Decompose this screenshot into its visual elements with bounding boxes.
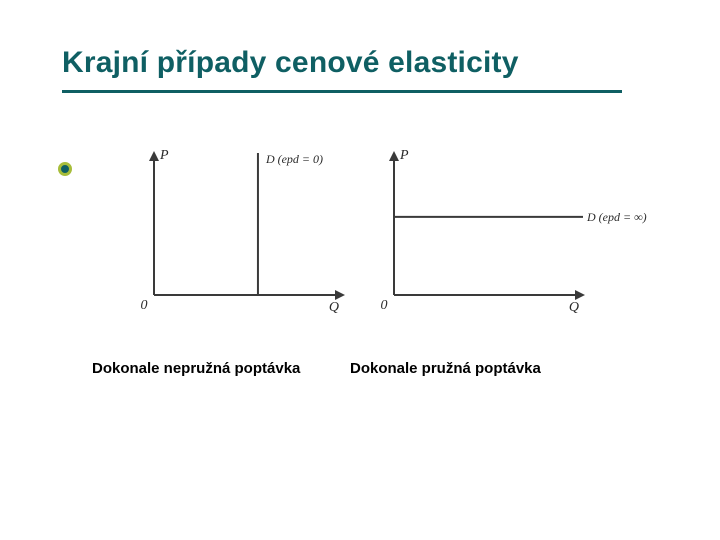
title-underline	[62, 90, 622, 93]
captions-row: Dokonale nepružná poptávka Dokonale pruž…	[92, 360, 622, 377]
chart-inelastic-svg: P Q 0 D (epd = 0)	[130, 145, 355, 315]
svg-text:Q: Q	[569, 300, 579, 315]
svg-text:0: 0	[141, 298, 148, 313]
chart-elastic: PQ0D (epd = ∞)	[370, 145, 600, 325]
charts-area: PQ0D (epd = 0) PQ0D (epd = ∞)	[130, 145, 600, 325]
svg-text:P: P	[159, 148, 169, 163]
slide: Krajní případy cenové elasticity P Q 0 D (e…	[0, 0, 720, 540]
caption-inelastic: Dokonale nepružná poptávka	[92, 360, 332, 377]
chart-elastic-svg: PQ0D (epd = ∞)	[370, 145, 595, 315]
svg-text:Q: Q	[329, 300, 339, 315]
svg-text:D (epd = 0): D (epd = 0)	[265, 152, 323, 166]
title-block: Krajní případy cenové elasticity	[62, 46, 662, 93]
svg-text:D (epd = ∞): D (epd = ∞)	[586, 210, 647, 224]
chart-inelastic: P Q 0 D (epd = 0)	[130, 145, 360, 325]
slide-title: Krajní případy cenové elasticity	[62, 46, 662, 80]
svg-text:0: 0	[381, 298, 388, 313]
bullet-icon	[58, 162, 72, 176]
svg-text:P: P	[399, 148, 409, 163]
caption-elastic: Dokonale pružná poptávka	[332, 360, 622, 377]
